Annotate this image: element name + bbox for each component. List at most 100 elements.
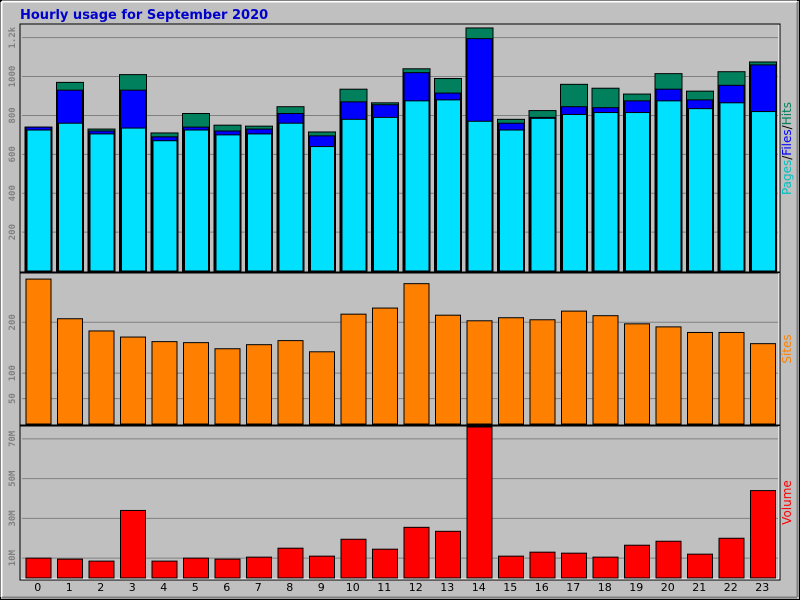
bar-pages-hour-20 [656, 100, 682, 272]
bar-pages-hour-22 [719, 102, 745, 272]
x-tick-label: 23 [755, 581, 769, 594]
x-tick-label: 15 [503, 581, 517, 594]
bar-sites-hour-9 [309, 351, 335, 425]
bar-sites-hour-3 [120, 336, 146, 425]
x-tick-label: 19 [629, 581, 643, 594]
bar-sites-hour-22 [718, 331, 745, 425]
bar-pages-hour-13 [436, 99, 461, 272]
bar-sites-hour-7 [246, 344, 272, 425]
bar-sites-hour-5 [183, 342, 209, 425]
legend-part: Volume [780, 480, 794, 525]
bar-sites-hour-15 [498, 317, 524, 425]
y-tick-label: 30M [8, 510, 18, 527]
bar-pages-hour-17 [562, 113, 587, 272]
bar-sites-hour-2 [88, 330, 115, 425]
y-tick-label: 200 [8, 224, 18, 240]
panel-frame [19, 23, 781, 274]
bar-sites-hour-4 [151, 341, 178, 425]
bar-volume-hour-1 [57, 558, 83, 579]
x-tick-label: 20 [661, 581, 675, 594]
bar-sites-hour-20 [655, 326, 682, 425]
x-tick-label: 9 [318, 581, 325, 594]
panel-frame [19, 424, 781, 581]
bar-pages-hour-7 [247, 133, 272, 272]
bar-pages-hour-4 [152, 140, 178, 272]
chart-panels: 20040060080010001.2kPages/Files/Hits5010… [8, 23, 794, 581]
bar-pages-hour-11 [373, 116, 398, 272]
chart-title: Hourly usage for September 2020 [20, 8, 268, 23]
bar-volume-hour-19 [624, 544, 650, 579]
panel-volume: 10M 30M 50M 70M Volume [8, 424, 794, 581]
y-tick-label: 10M [8, 549, 18, 566]
y-tick-label: 800 [8, 107, 18, 123]
y-tick-label: 400 [8, 185, 18, 201]
bar-sites-hour-0 [25, 278, 52, 425]
y-tick-label: 50 [8, 393, 18, 404]
legend-part: Sites [780, 334, 794, 363]
x-tick-label: 11 [377, 581, 391, 594]
bar-volume-hour-13 [435, 530, 461, 579]
x-tick-label: 4 [160, 581, 167, 594]
series-legend-volume: Volume [780, 480, 794, 525]
y-tick-label: 70M [8, 430, 18, 447]
bar-volume-hour-2 [88, 560, 115, 579]
x-tick-label: 7 [255, 581, 262, 594]
x-tick-label: 22 [724, 581, 738, 594]
bar-pages-hour-14 [467, 120, 493, 272]
y-tick-label: 600 [8, 146, 18, 162]
bar-sites-hour-16 [529, 319, 556, 425]
bar-sites-hour-10 [340, 313, 367, 425]
x-tick-label: 14 [472, 581, 486, 594]
bar-pages-hour-8 [278, 122, 304, 272]
bar-sites-hour-13 [435, 314, 461, 425]
bar-volume-hour-16 [529, 551, 556, 579]
x-axis-labels: 0 1 2 3 4 5 6 7 8 9 10 11 12 13 14 15 16 17 18 19 20 21 22 23 [34, 581, 769, 594]
bar-volume-hour-15 [498, 555, 524, 579]
panel-frame [19, 271, 781, 427]
bar-volume-hour-21 [687, 553, 713, 579]
y-tick-label: 100 [8, 365, 18, 381]
bar-volume-hour-5 [183, 557, 209, 579]
series-legend-hits-files-pages: Pages/Files/Hits [780, 102, 794, 195]
x-tick-label: 3 [129, 581, 136, 594]
legend-part: / [780, 124, 794, 129]
x-tick-label: 5 [192, 581, 199, 594]
bar-pages-hour-12 [404, 100, 430, 272]
bar-volume-hour-9 [309, 555, 335, 579]
bar-sites-hour-17 [561, 310, 587, 425]
bar-pages-hour-16 [530, 117, 556, 272]
bar-volume-hour-17 [561, 552, 587, 579]
bar-sites-hour-12 [403, 283, 430, 425]
x-tick-label: 2 [97, 581, 104, 594]
bar-volume-hour-0 [25, 557, 52, 579]
bar-volume-hour-3 [120, 509, 146, 579]
series-legend-sites: Sites [780, 334, 794, 363]
panel-sites: 50 100 200 Sites [8, 271, 794, 427]
bar-volume-hour-4 [151, 560, 178, 579]
x-tick-label: 0 [34, 581, 41, 594]
bar-volume-hour-7 [246, 556, 272, 579]
bar-pages-hour-0 [26, 129, 52, 272]
bar-volume-hour-23 [750, 490, 776, 579]
bar-volume-hour-12 [403, 526, 430, 579]
bar-volume-hour-10 [340, 538, 367, 579]
bar-sites-hour-11 [372, 307, 398, 425]
x-tick-label: 6 [223, 581, 230, 594]
bar-volume-hour-6 [214, 558, 241, 579]
bar-volume-hour-14 [466, 426, 493, 579]
x-tick-label: 1 [66, 581, 73, 594]
bar-pages-hour-10 [341, 118, 367, 272]
bar-pages-hour-21 [688, 108, 713, 272]
bar-pages-hour-2 [89, 133, 115, 272]
x-tick-label: 12 [409, 581, 423, 594]
y-tick-label: 200 [8, 314, 18, 330]
y-tick-label: 1.2k [8, 26, 18, 48]
bar-sites-hour-8 [277, 340, 304, 425]
bar-sites-hour-14 [466, 320, 493, 425]
bar-pages-hour-3 [121, 127, 146, 272]
bar-sites-hour-6 [214, 348, 241, 425]
x-tick-label: 17 [566, 581, 580, 594]
bar-pages-hour-19 [625, 112, 650, 272]
